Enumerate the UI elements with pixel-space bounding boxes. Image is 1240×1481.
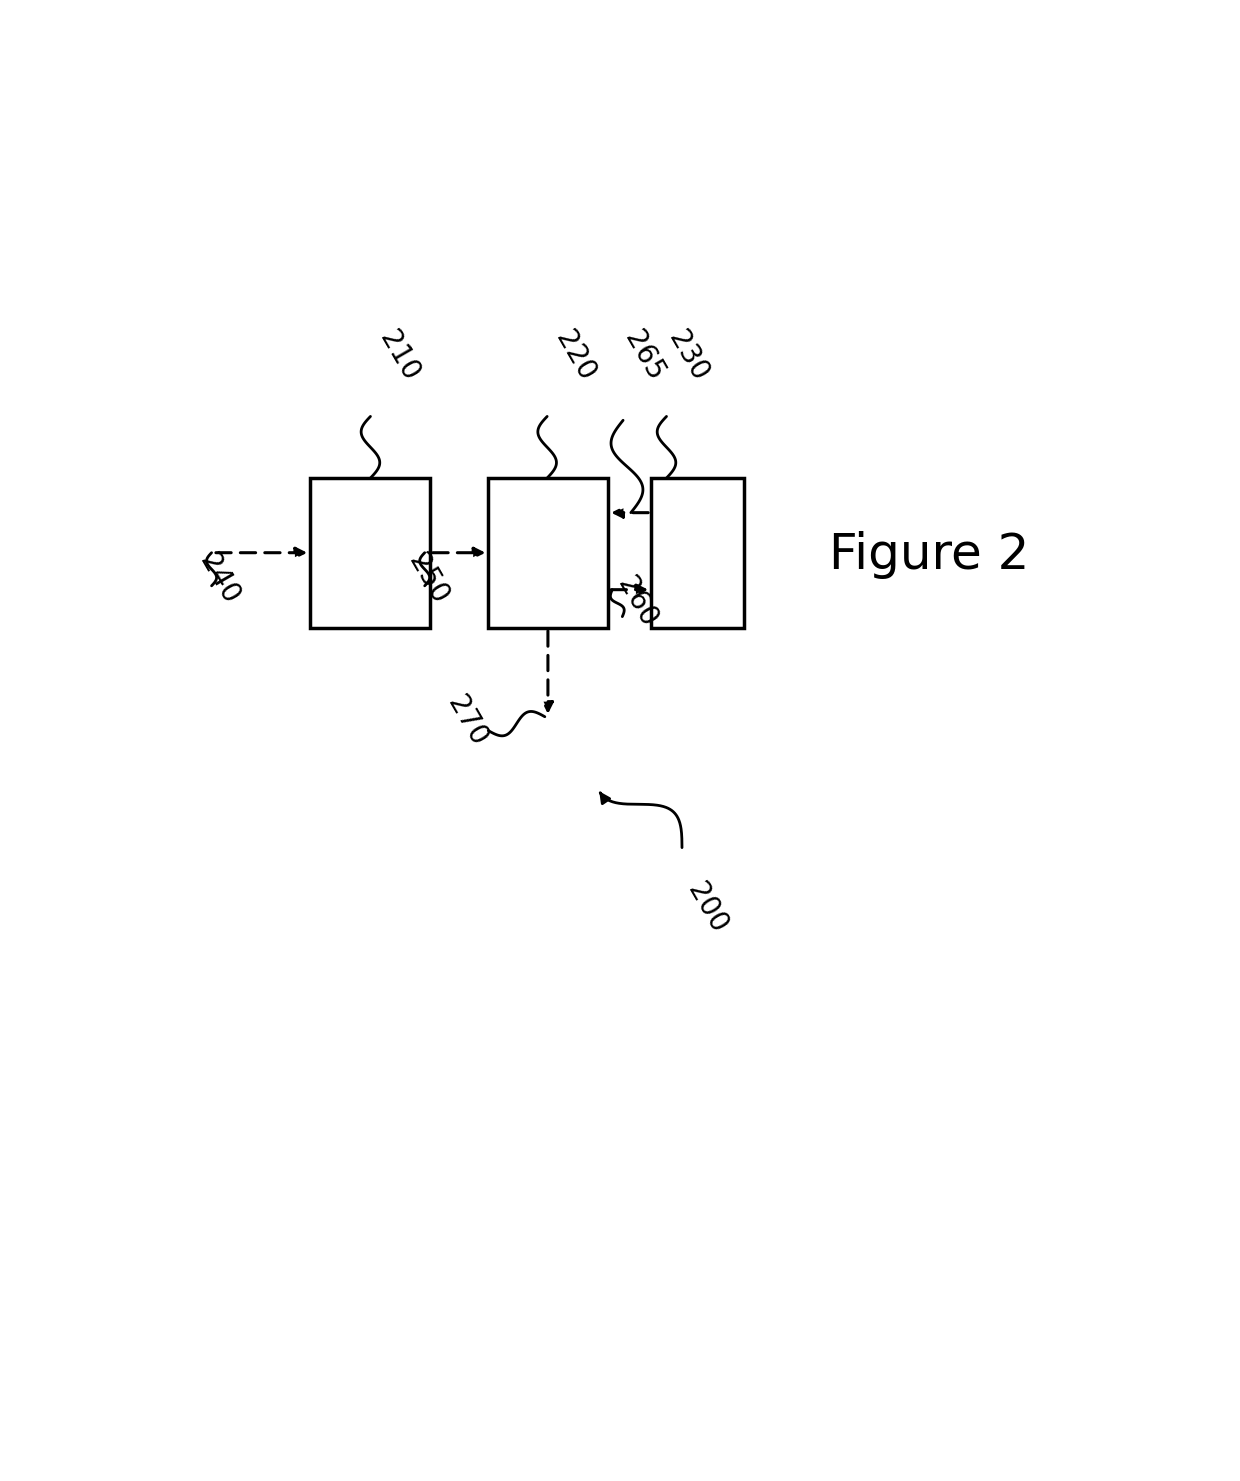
Bar (651, 478, 744, 628)
Bar (489, 478, 609, 628)
Bar (310, 478, 430, 628)
Text: 230: 230 (662, 326, 713, 385)
Text: 270: 270 (441, 692, 492, 751)
Text: 250: 250 (403, 549, 454, 609)
Text: 240: 240 (193, 549, 244, 609)
Text: 265: 265 (619, 326, 670, 385)
Text: 260: 260 (613, 572, 663, 632)
Text: Figure 2: Figure 2 (830, 532, 1029, 579)
Text: 210: 210 (373, 326, 424, 385)
Text: 200: 200 (682, 878, 733, 939)
Text: 220: 220 (551, 326, 601, 385)
